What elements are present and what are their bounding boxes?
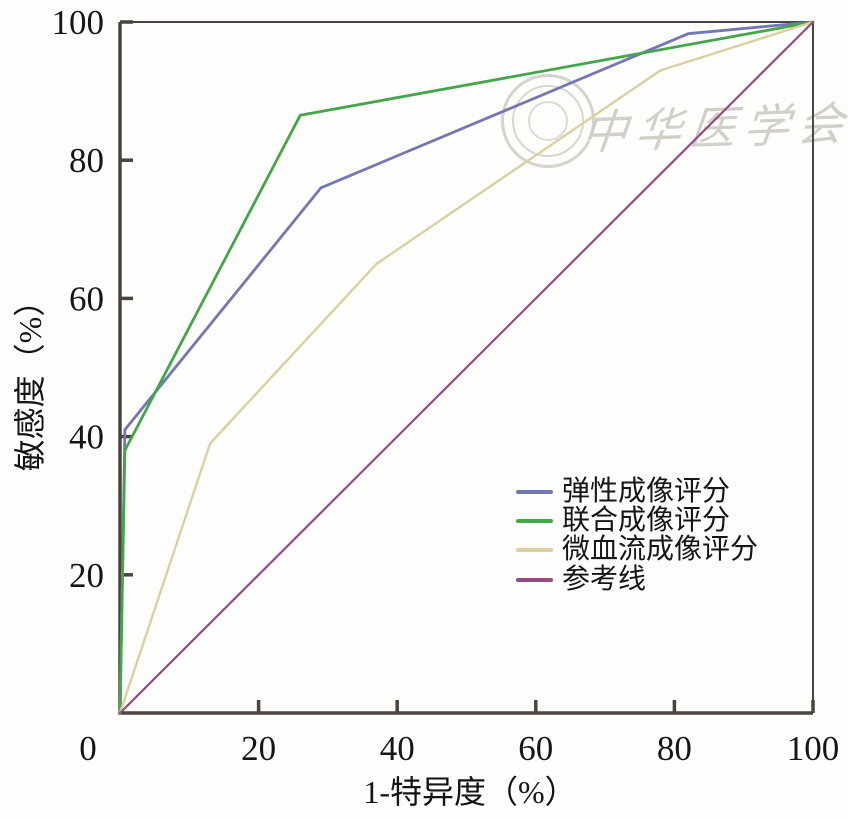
x-tick-label: 20 [241,729,276,768]
legend-item: 弹性成像评分 [516,477,758,506]
y-tick-label: 80 [69,141,104,180]
series-line-2 [118,20,815,715]
watermark-seal-icon [501,74,595,168]
watermark-seal-core [528,101,568,141]
y-tick-label: 60 [69,279,104,318]
x-tick-label: 40 [380,729,415,768]
watermark-seal-inner-ring [512,85,584,157]
y-tick-label: 20 [69,556,104,595]
legend-item: 联合成像评分 [516,506,758,535]
legend-label: 微血流成像评分 [562,534,759,566]
series-line-1 [118,20,815,715]
legend-label: 参考线 [562,563,647,595]
legend: 弹性成像评分 联合成像评分 微血流成像评分 参考线 [516,477,758,595]
legend-item: 微血流成像评分 [516,536,758,565]
legend-label: 联合成像评分 [562,505,731,537]
x-tick-label: 0 [79,729,97,768]
x-tick-label: 60 [518,729,553,768]
legend-swatch [516,577,553,582]
legend-label: 弹性成像评分 [562,475,731,507]
y-tick-label: 40 [69,418,104,457]
x-axis-title: 1-特异度（%） [363,774,577,810]
x-tick-label: 80 [657,729,692,768]
legend-item: 参考线 [516,565,758,594]
legend-swatch [516,519,553,524]
y-axis-title: 敏感度（%） [12,284,48,472]
series-line-3 [118,20,815,715]
legend-swatch [516,489,553,494]
y-tick-label: 100 [52,3,105,42]
legend-swatch [516,548,553,553]
x-tick-label: 100 [787,729,840,768]
